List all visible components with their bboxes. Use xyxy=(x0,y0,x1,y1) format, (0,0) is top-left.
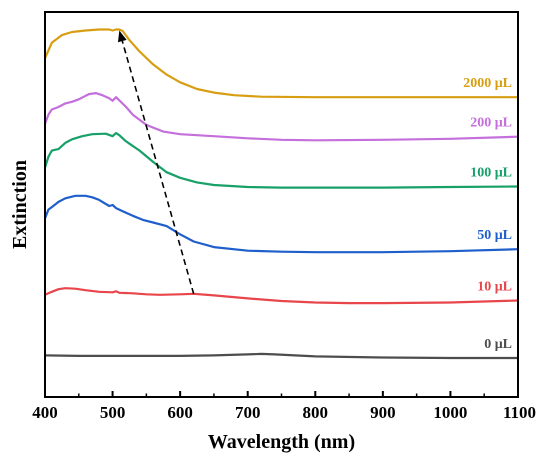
x-tick-label: 500 xyxy=(100,403,126,422)
x-tick-label: 400 xyxy=(32,403,58,422)
x-axis-title: Wavelength (nm) xyxy=(208,431,355,453)
plot-frame xyxy=(44,11,519,398)
x-tick-label: 600 xyxy=(167,403,193,422)
series-label-4: 10 μL xyxy=(477,279,512,294)
x-tick-label: 1100 xyxy=(503,403,536,422)
series-line-4 xyxy=(44,287,519,305)
series-label-2: 100 μL xyxy=(470,166,512,181)
series-line-3 xyxy=(43,194,519,254)
y-axis-title: Extinction xyxy=(9,160,31,249)
series-line-0 xyxy=(43,28,518,99)
x-tick-label: 1000 xyxy=(433,403,467,422)
series-label-1: 200 μL xyxy=(470,116,512,131)
x-tick-label: 800 xyxy=(303,403,329,422)
x-axis-ticks: 400 500 600 700 800 900 1000 1100 xyxy=(32,391,536,422)
series-line-1 xyxy=(43,92,519,142)
x-tick-label: 700 xyxy=(235,403,261,422)
shift-arrow xyxy=(117,30,195,295)
arrow-head xyxy=(117,30,127,43)
series-line-2 xyxy=(43,132,519,189)
series-label-5: 0 μL xyxy=(484,337,512,352)
series-labels: 2000 μL 200 μL 100 μL 50 μL 10 μL 0 μL xyxy=(463,76,512,352)
series-label-0: 2000 μL xyxy=(463,76,512,91)
series-layer xyxy=(43,28,519,360)
x-tick-label: 900 xyxy=(370,403,396,422)
series-label-3: 50 μL xyxy=(477,228,512,243)
series-line-5 xyxy=(44,352,518,360)
arrow-shaft xyxy=(121,40,195,295)
